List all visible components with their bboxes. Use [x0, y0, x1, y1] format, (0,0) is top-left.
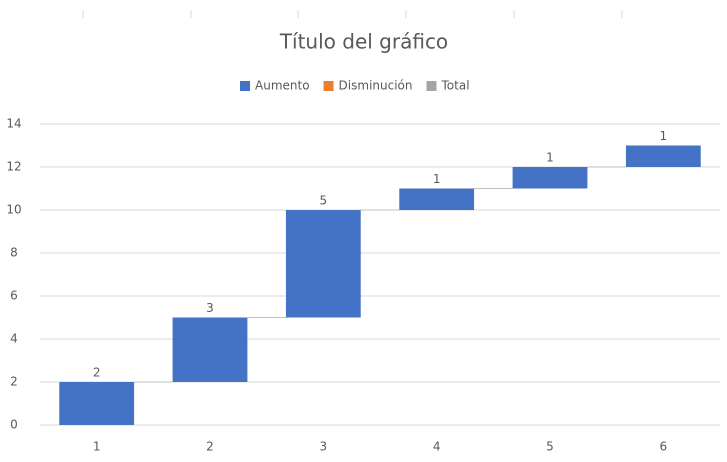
chart-title: Título del gráfico — [279, 30, 448, 54]
data-label: 3 — [206, 301, 214, 315]
x-tick-label: 3 — [320, 440, 328, 454]
x-tick-label: 4 — [433, 440, 441, 454]
y-tick-label: 12 — [6, 160, 21, 174]
bar — [285, 210, 361, 318]
legend-swatch — [426, 81, 437, 91]
data-label: 1 — [660, 129, 668, 143]
y-tick-label: 6 — [10, 289, 18, 303]
x-tick-label: 5 — [546, 440, 554, 454]
y-tick-label: 8 — [10, 246, 18, 260]
y-tick-label: 14 — [6, 117, 21, 131]
bar — [59, 382, 135, 425]
legend-label: Disminución — [339, 79, 413, 93]
x-tick-label: 6 — [660, 440, 668, 454]
x-tick-label: 2 — [206, 440, 214, 454]
legend-swatch — [323, 81, 334, 91]
data-label: 2 — [93, 366, 101, 380]
legend-swatch — [240, 81, 250, 91]
bar — [512, 167, 588, 189]
y-tick-label: 4 — [10, 332, 18, 346]
y-tick-label: 10 — [6, 203, 21, 217]
top-ticks — [82, 10, 623, 18]
legend-label: Aumento — [255, 79, 310, 93]
y-tick-label: 2 — [10, 375, 18, 389]
y-tick-label: 0 — [10, 418, 18, 432]
data-label: 5 — [320, 194, 328, 208]
legend-label: Total — [441, 79, 470, 93]
data-label: 1 — [546, 151, 554, 165]
data-label: 1 — [433, 172, 441, 186]
bar — [625, 145, 701, 167]
x-tick-label: 1 — [93, 440, 101, 454]
bar — [399, 188, 475, 210]
bar — [172, 317, 248, 382]
